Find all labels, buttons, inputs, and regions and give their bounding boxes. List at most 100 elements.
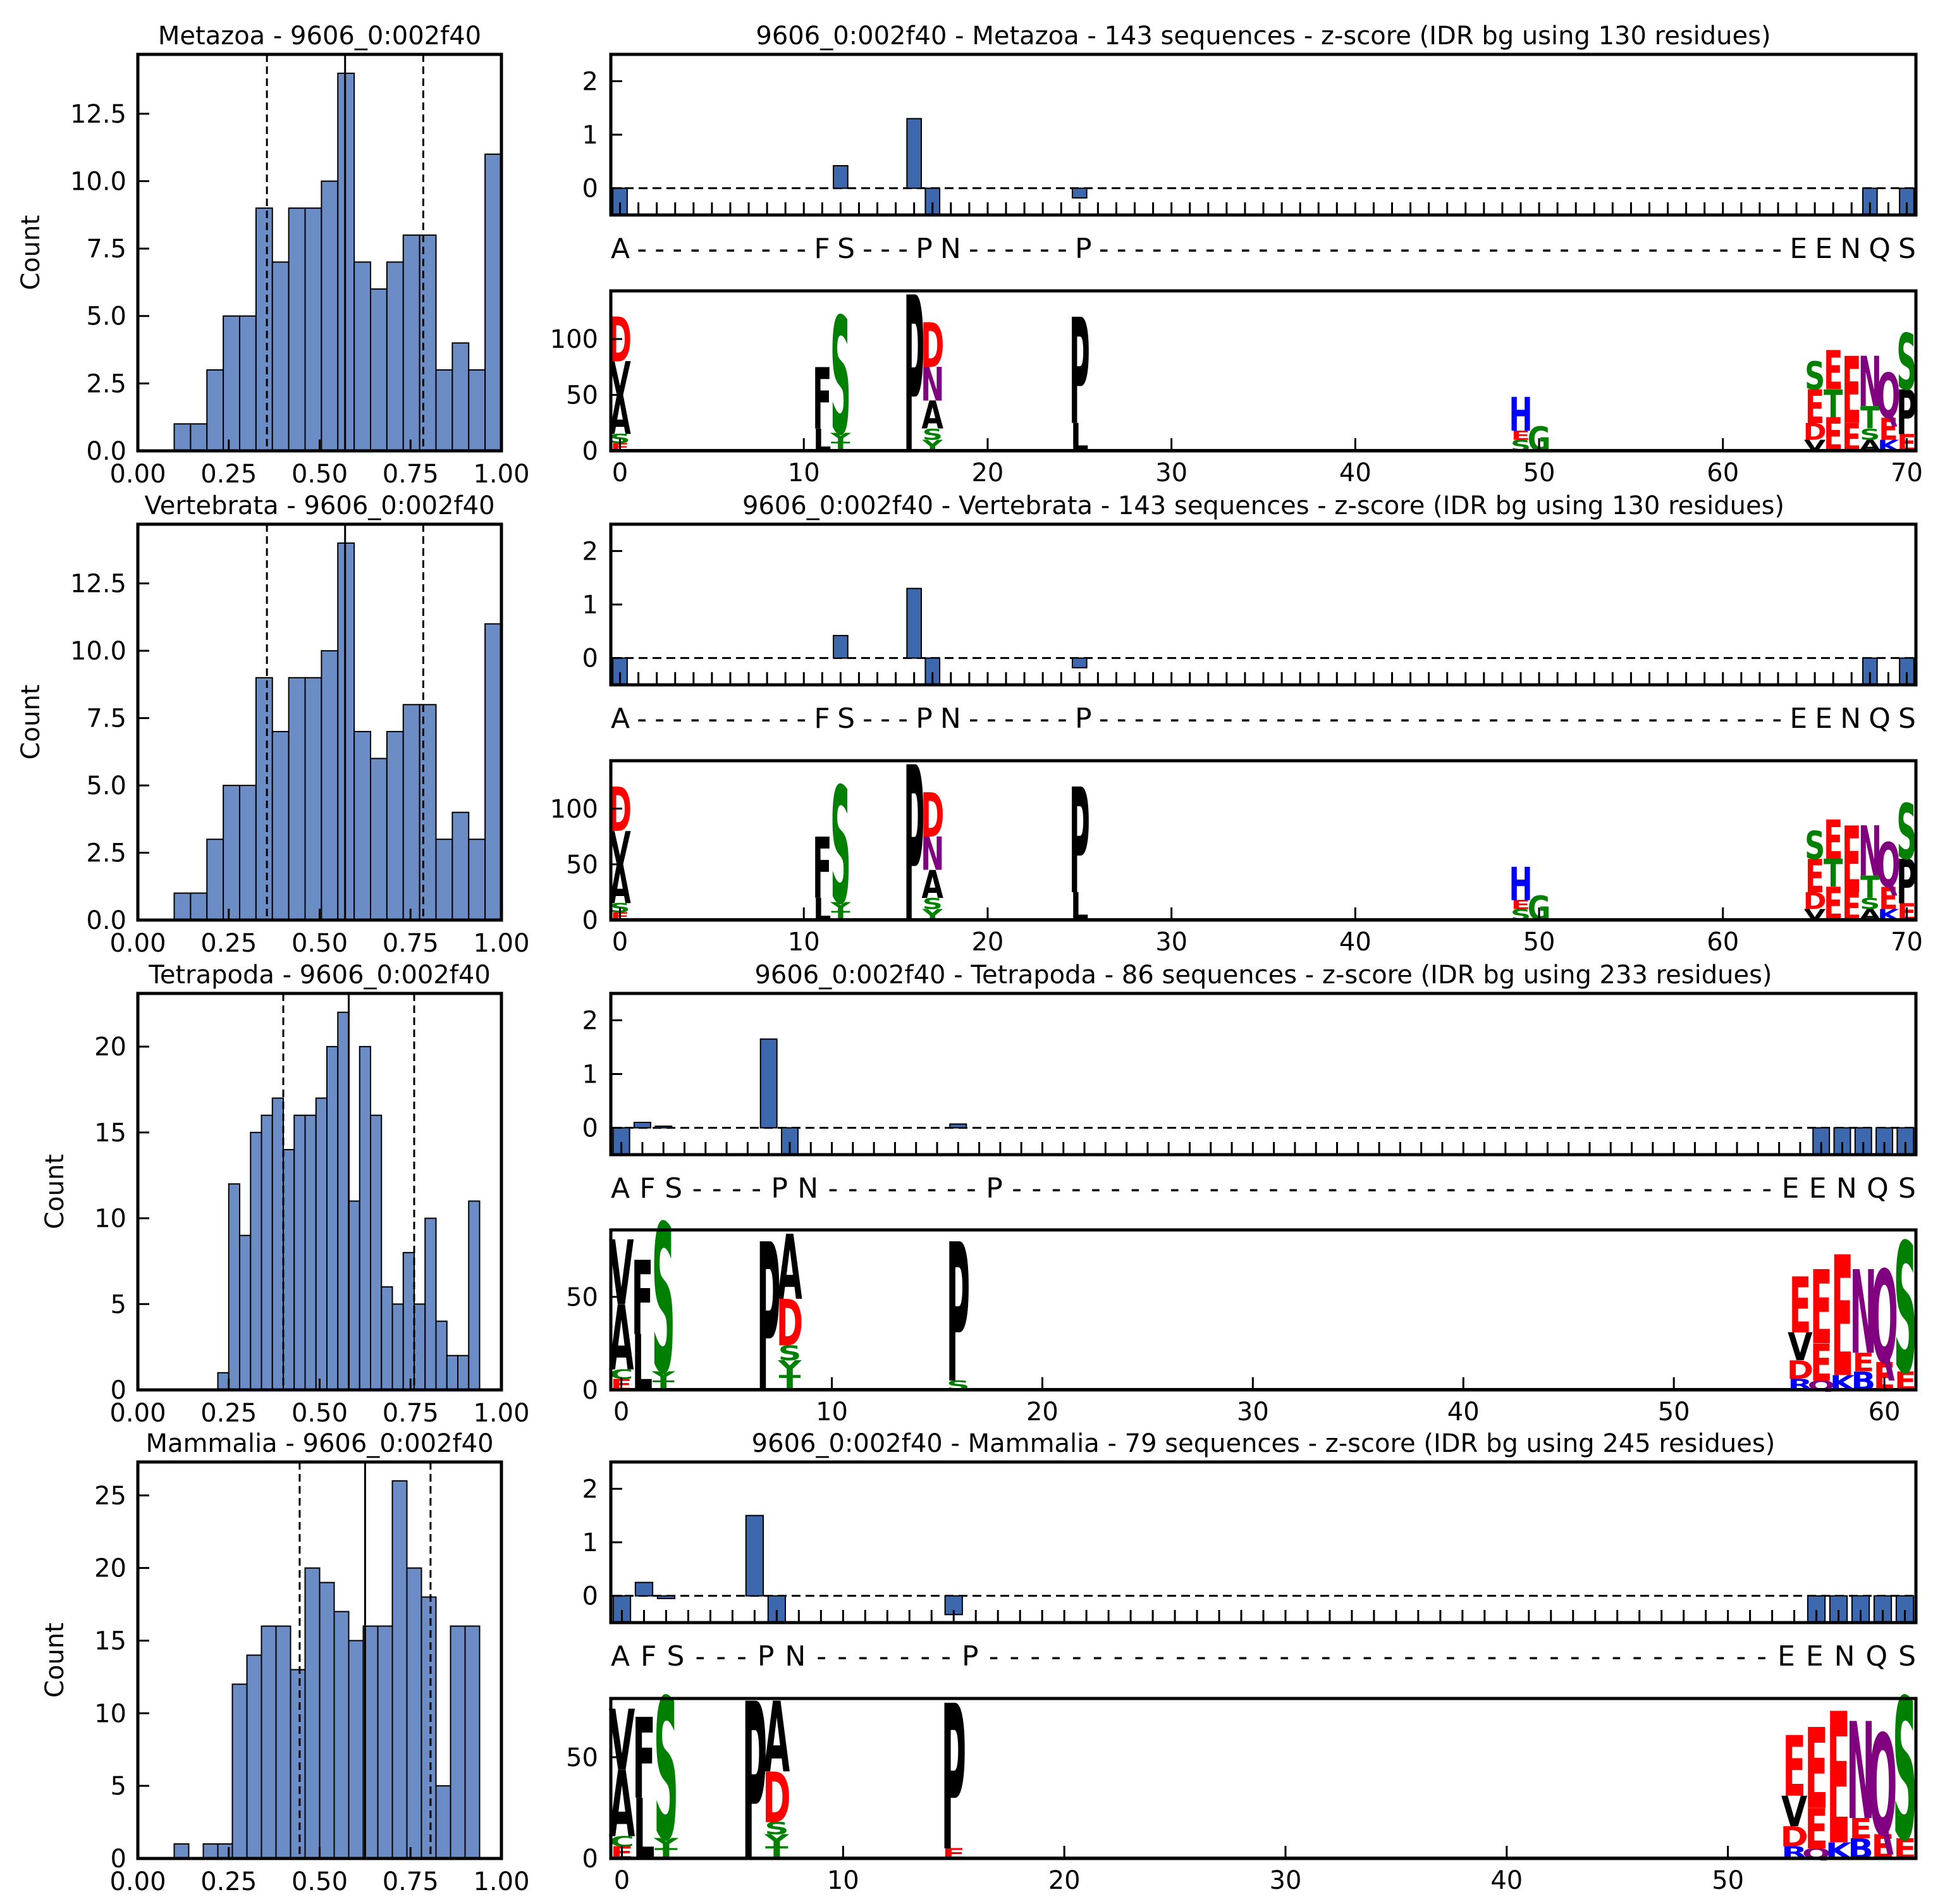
logo-letter: Y bbox=[830, 900, 852, 914]
x-tick-label: 1.00 bbox=[473, 929, 529, 958]
histogram-bar bbox=[173, 423, 192, 451]
zscore-bar bbox=[654, 1125, 673, 1129]
x-tick-label: 0.50 bbox=[291, 929, 348, 958]
logo-letter: S bbox=[1893, 1657, 1917, 1884]
histogram-bar bbox=[288, 677, 306, 921]
y-tick-label: 15 bbox=[94, 1119, 126, 1148]
x-tick-label: 10 bbox=[827, 1866, 859, 1895]
logo-letter: E bbox=[1842, 415, 1861, 460]
histogram-bar bbox=[391, 1303, 404, 1391]
logo-letter: S bbox=[778, 1341, 802, 1365]
x-tick-label: 60 bbox=[1707, 458, 1739, 488]
histogram-bar bbox=[290, 1669, 306, 1859]
logo-letter: S bbox=[1894, 1206, 1917, 1413]
histogram-bar bbox=[255, 677, 273, 921]
x-tick-label: 50 bbox=[1712, 1866, 1744, 1895]
logo-letter: D bbox=[776, 1286, 803, 1360]
logo-letter: T bbox=[1860, 400, 1880, 436]
histogram-bar bbox=[337, 1011, 350, 1391]
logo-letter: Q bbox=[1869, 1705, 1898, 1867]
y-tick-label: 10.0 bbox=[70, 167, 126, 196]
histogram-panel-3: 0.00 0.25 0.50 0.75 1.00 0 5 10 15 20 Tetrapoda - … bbox=[40, 961, 530, 1428]
logo-letter: E bbox=[1805, 1705, 1828, 1834]
x-tick-label: 0.00 bbox=[109, 1399, 166, 1428]
logo-letter: L bbox=[1071, 885, 1088, 930]
logo-letter: E bbox=[1789, 1262, 1811, 1351]
y-tick-label: 100 bbox=[550, 325, 598, 354]
y-tick-label: 5 bbox=[111, 1772, 126, 1801]
histogram-bar bbox=[468, 1200, 481, 1391]
y-tick-label: 10.0 bbox=[70, 637, 126, 666]
logo-letter: A bbox=[764, 1682, 790, 1795]
histogram-bar bbox=[304, 207, 322, 451]
x-tick-label: 0.25 bbox=[200, 460, 257, 489]
x-tick-label: 40 bbox=[1490, 1866, 1523, 1895]
logo-letter: D bbox=[1780, 1821, 1808, 1853]
y-tick-label: 100 bbox=[550, 795, 598, 824]
x-tick-label: 30 bbox=[1155, 458, 1187, 488]
logo-letter: P bbox=[1069, 288, 1090, 458]
logo-letter: Q bbox=[1876, 360, 1900, 432]
logo-letter: N bbox=[1846, 1695, 1875, 1850]
y-tick-label: 50 bbox=[566, 1743, 598, 1772]
logo-letter: D bbox=[1803, 418, 1827, 445]
zscore-bar bbox=[759, 1038, 778, 1129]
logo-letter: F bbox=[632, 1240, 654, 1358]
logo-letter: E bbox=[1511, 429, 1530, 443]
logo-letter: E bbox=[1842, 808, 1861, 914]
y-tick-label: 0 bbox=[111, 1376, 126, 1405]
histogram-bar bbox=[333, 1611, 350, 1860]
y-tick-label: 0.0 bbox=[86, 437, 126, 466]
histogram-bar bbox=[223, 315, 240, 451]
logo-letter: P bbox=[947, 1204, 970, 1426]
logo-letter: T bbox=[1824, 382, 1843, 427]
logo-letter: V bbox=[609, 1223, 634, 1327]
x-tick-label: 0 bbox=[612, 928, 628, 957]
logo-letter: E bbox=[1879, 412, 1898, 447]
histogram-bar bbox=[275, 1625, 291, 1860]
y-tick-label: 50 bbox=[566, 1283, 598, 1312]
histogram-bar bbox=[484, 623, 502, 921]
x-tick-label: 0.25 bbox=[200, 1867, 257, 1896]
histogram-bar bbox=[223, 785, 240, 921]
y-tick-label: 0 bbox=[582, 644, 598, 673]
x-tick-label: 10 bbox=[788, 458, 820, 488]
zscore-bar bbox=[745, 1514, 764, 1597]
x-tick-label: 50 bbox=[1658, 1397, 1690, 1427]
y-tick-label: 20 bbox=[94, 1554, 126, 1583]
histogram-bar bbox=[435, 838, 453, 921]
y-tick-label: 0 bbox=[582, 1845, 598, 1874]
logo-letter: E bbox=[1871, 1827, 1894, 1866]
histogram-bar bbox=[217, 1843, 233, 1859]
histogram-bar bbox=[353, 261, 371, 451]
histogram-bar bbox=[419, 704, 437, 921]
histogram-title: Vertebrata - 9606_0:002f40 bbox=[144, 491, 494, 520]
histogram-bar bbox=[239, 1234, 252, 1391]
histogram-bar bbox=[446, 1354, 458, 1391]
histogram-bar bbox=[468, 838, 486, 921]
logo-letter: Q bbox=[1870, 1244, 1898, 1392]
y-tick-label: 2 bbox=[582, 1475, 598, 1504]
histogram-bar bbox=[370, 1114, 383, 1391]
y-tick-label: 10 bbox=[94, 1205, 126, 1234]
histogram-bar bbox=[451, 342, 470, 451]
x-tick-label: 30 bbox=[1237, 1397, 1269, 1427]
histogram-bar bbox=[261, 1625, 277, 1860]
histogram-bar bbox=[173, 1843, 190, 1859]
x-tick-label: 0.50 bbox=[291, 460, 348, 489]
histogram-bar bbox=[304, 677, 322, 921]
y-tick-label: 1 bbox=[582, 591, 598, 620]
logo-letter: S bbox=[1805, 354, 1825, 399]
y-tick-label: 25 bbox=[94, 1482, 126, 1511]
x-tick-label: 0.75 bbox=[383, 1867, 439, 1896]
logo-letter: D bbox=[1803, 887, 1827, 914]
logo-letter: E bbox=[1879, 881, 1898, 916]
histogram-bar bbox=[348, 1640, 364, 1859]
zscore-title: 9606_0:002f40 - Vertebrata - 143 sequenc… bbox=[742, 491, 1784, 520]
histogram-panel-1: 0.00 0.25 0.50 0.75 1.00 0.0 2.5 5.0 7.5 10.0 12.5… bbox=[16, 21, 530, 489]
histogram-bar bbox=[435, 1320, 448, 1391]
histogram-bar bbox=[271, 261, 290, 451]
logo-letter: S bbox=[1860, 426, 1880, 444]
logo-letter: E bbox=[1831, 1222, 1853, 1415]
